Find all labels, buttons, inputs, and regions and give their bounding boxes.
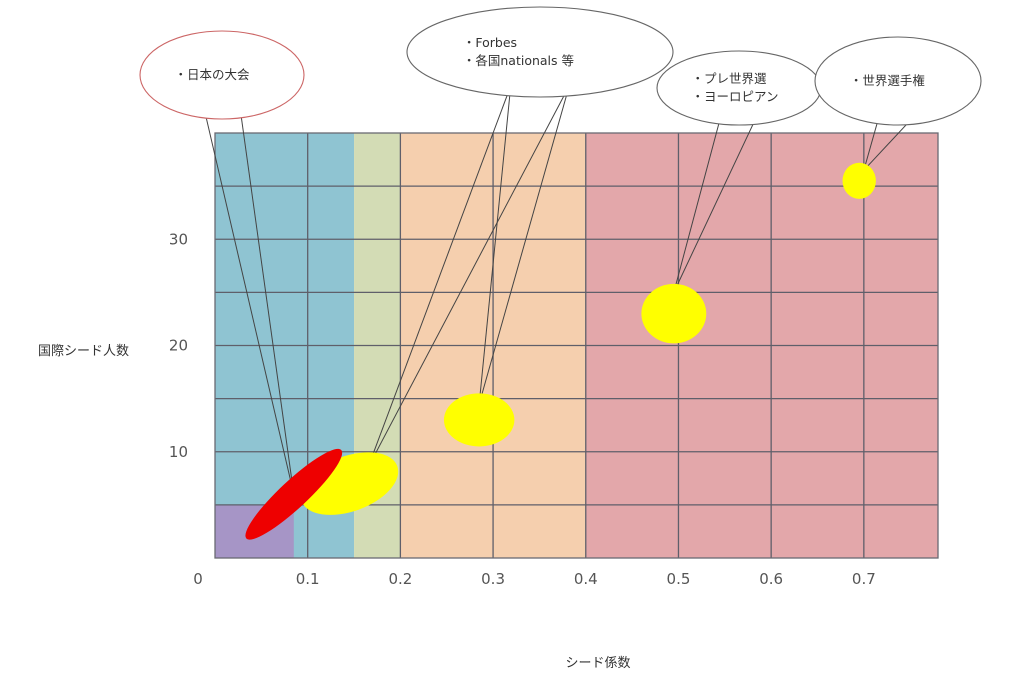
data-region-2 bbox=[245, 448, 343, 540]
x-axis-title: シード係数 bbox=[565, 656, 630, 671]
y-tick-label-3: 30 bbox=[169, 230, 188, 248]
callout-bubble-2 bbox=[406, 6, 674, 98]
x-tick-label-7: 0.7 bbox=[852, 570, 876, 588]
data-region-4 bbox=[641, 283, 707, 344]
x-tick-label-6: 0.6 bbox=[759, 570, 783, 588]
callout-pointer-line-2-1a bbox=[367, 85, 512, 468]
origin-tick-label: 0 bbox=[193, 570, 203, 588]
callout-text-4-1: ・世界選手権 bbox=[850, 73, 925, 88]
callout-text-3-1: ・プレ世界選 bbox=[691, 71, 767, 86]
y-tick-label-2: 20 bbox=[169, 337, 188, 355]
callout-pointer-line-1-1b bbox=[239, 107, 295, 495]
callout-text-3-2: ・ヨーロピアン bbox=[691, 89, 778, 104]
callout-pointer-line-2-2b bbox=[478, 85, 570, 405]
y-axis-title: 国際シード人数 bbox=[38, 344, 129, 359]
callout-pointer-line-1-1a bbox=[203, 107, 295, 495]
x-tick-label-4: 0.4 bbox=[574, 570, 598, 588]
callout-text-2-2: ・各国nationals 等 bbox=[463, 53, 574, 68]
callout-text-2-1: ・Forbes bbox=[463, 35, 517, 50]
data-region-3 bbox=[443, 393, 515, 447]
plot-border bbox=[214, 132, 939, 559]
callout-pointer-line-2-2a bbox=[478, 85, 512, 404]
x-tick-label-3: 0.3 bbox=[481, 570, 505, 588]
callout-pointer-line-2-1b bbox=[367, 85, 570, 468]
callout-pointer-line-3-1b bbox=[673, 115, 758, 293]
callout-bubble-3 bbox=[656, 50, 822, 126]
x-tick-label-1: 0.1 bbox=[296, 570, 320, 588]
data-regions bbox=[245, 162, 876, 540]
callout-text-1-1: ・日本の大会 bbox=[174, 67, 250, 82]
callout-pointer-line-3-1a bbox=[673, 115, 722, 293]
x-tick-label-5: 0.5 bbox=[667, 570, 691, 588]
callout-pointer-lines bbox=[203, 85, 917, 495]
y-tick-label-1: 10 bbox=[169, 443, 188, 461]
axis-ticks: 0.1 0.2 0.3 0.4 0.5 0.6 0.7 10 20 30 0 bbox=[169, 230, 876, 588]
data-region-5 bbox=[842, 162, 876, 199]
callouts: ・日本の大会 ・Forbes ・各国nationals 等・プレ世界選・ヨーロピアン… bbox=[139, 6, 982, 126]
callout-bubble-1 bbox=[139, 30, 305, 120]
x-tick-label-2: 0.2 bbox=[388, 570, 412, 588]
callout-bubble-4 bbox=[814, 36, 982, 126]
